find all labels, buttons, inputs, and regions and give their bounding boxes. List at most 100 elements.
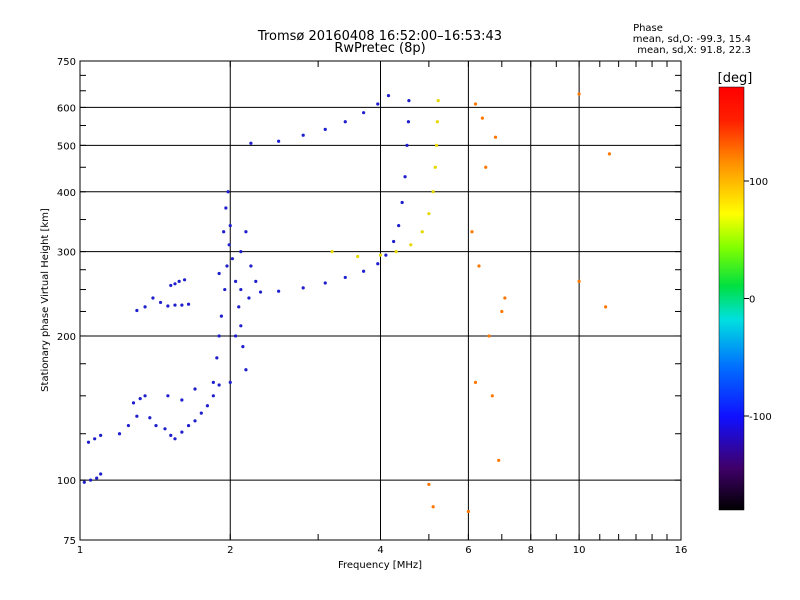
- echo-point: [173, 303, 177, 307]
- echo-point: [166, 304, 170, 308]
- echo-point: [86, 440, 91, 444]
- echo-point: [420, 230, 424, 234]
- echo-point: [323, 281, 327, 285]
- y-axis: 75 100 200 300 400 500 600 750: [57, 57, 681, 547]
- colorbar-ticks: 100 0 -100: [744, 177, 772, 423]
- x-tick-label: 8: [528, 545, 534, 556]
- echo-point: [254, 279, 258, 283]
- echo-point: [239, 287, 243, 292]
- echo-point: [244, 230, 248, 234]
- echo-point: [186, 302, 191, 306]
- echo-point: [173, 282, 177, 286]
- echo-point: [227, 243, 231, 247]
- echo-point: [378, 253, 383, 257]
- echo-point: [427, 212, 431, 216]
- echo-point: [217, 383, 221, 387]
- echo-point: [394, 250, 398, 254]
- echo-point: [217, 271, 221, 276]
- x-tick-label: 10: [573, 545, 586, 556]
- echo-point: [180, 430, 184, 434]
- echo-point: [258, 290, 263, 294]
- echo-point: [166, 394, 170, 398]
- colorbar-tick-label: 100: [749, 177, 768, 188]
- echo-point: [244, 368, 248, 372]
- echo-point: [135, 414, 139, 418]
- echo-point: [211, 394, 215, 398]
- echo-point: [247, 296, 251, 300]
- echo-point: [466, 509, 470, 514]
- echo-point: [484, 165, 488, 169]
- x-tick-label: 6: [465, 545, 471, 556]
- echo-point: [503, 296, 507, 300]
- echo-point: [490, 394, 494, 398]
- echo-point: [182, 278, 187, 282]
- echo-point: [577, 279, 581, 283]
- echo-point: [356, 254, 360, 259]
- echo-point: [362, 269, 366, 273]
- y-tick-label: 500: [57, 141, 76, 152]
- echo-point: [88, 478, 93, 482]
- echo-point: [169, 283, 173, 288]
- echo-point: [228, 380, 232, 384]
- colorbar-tick-label: 0: [749, 295, 755, 306]
- echo-point: [193, 419, 197, 423]
- x-tick-label: 1: [77, 545, 83, 556]
- y-axis-label: Stationary phase Virtual Height [km]: [40, 208, 51, 392]
- echo-point: [99, 472, 103, 476]
- y-tick-label: 600: [57, 103, 76, 114]
- echo-point: [392, 239, 396, 244]
- echo-point: [131, 401, 136, 405]
- echo-point: [99, 433, 103, 438]
- echo-point: [117, 432, 122, 436]
- echo-point: [477, 264, 481, 268]
- echo-point: [604, 305, 608, 309]
- echo-point: [226, 190, 230, 194]
- colorbar-label: [deg]: [718, 71, 753, 86]
- echo-point: [180, 398, 184, 402]
- echo-point: [126, 423, 130, 428]
- chart-subtitle: RwPretec (8p): [334, 41, 425, 56]
- echo-point: [224, 206, 228, 210]
- echo-point: [376, 262, 380, 266]
- x-axis: 1 2 4 6 8 10 16: [77, 61, 688, 556]
- echo-point: [186, 423, 191, 428]
- phase-stats-heading: Phase: [633, 23, 663, 34]
- echo-point: [211, 380, 215, 384]
- echo-point: [169, 433, 173, 438]
- echo-point: [500, 309, 504, 314]
- echo-point: [143, 394, 147, 398]
- echo-point: [277, 139, 281, 143]
- x-tick-label: 4: [377, 545, 383, 556]
- y-tick-label: 750: [57, 57, 76, 68]
- echo-point: [234, 334, 238, 338]
- echo-point: [151, 296, 155, 300]
- grid-lines: [80, 61, 681, 540]
- x-axis-label: Frequency [MHz]: [338, 560, 422, 571]
- echo-point: [230, 257, 235, 261]
- echo-point: [163, 427, 167, 431]
- echo-point: [473, 102, 478, 106]
- echo-point: [301, 133, 305, 137]
- echo-point: [406, 120, 411, 124]
- echo-point: [376, 102, 380, 106]
- echo-points: [82, 92, 612, 514]
- x-tick-label: 16: [675, 545, 688, 556]
- echo-point: [427, 482, 431, 486]
- echo-point: [473, 380, 478, 384]
- phase-stats-x: mean, sd,X: 91.8, 22.3: [637, 45, 751, 56]
- echo-point: [239, 324, 243, 328]
- colorbar: [718, 86, 745, 511]
- echo-point: [205, 404, 210, 408]
- echo-point: [409, 243, 413, 247]
- echo-point: [135, 308, 139, 313]
- echo-point: [403, 175, 407, 179]
- echo-point: [154, 423, 158, 428]
- echo-point: [277, 289, 281, 293]
- y-tick-label: 75: [63, 536, 76, 547]
- echo-point: [362, 111, 366, 115]
- x-tick-label: 2: [227, 545, 233, 556]
- echo-point: [241, 345, 245, 349]
- echo-point: [493, 135, 498, 139]
- echo-point: [435, 120, 439, 124]
